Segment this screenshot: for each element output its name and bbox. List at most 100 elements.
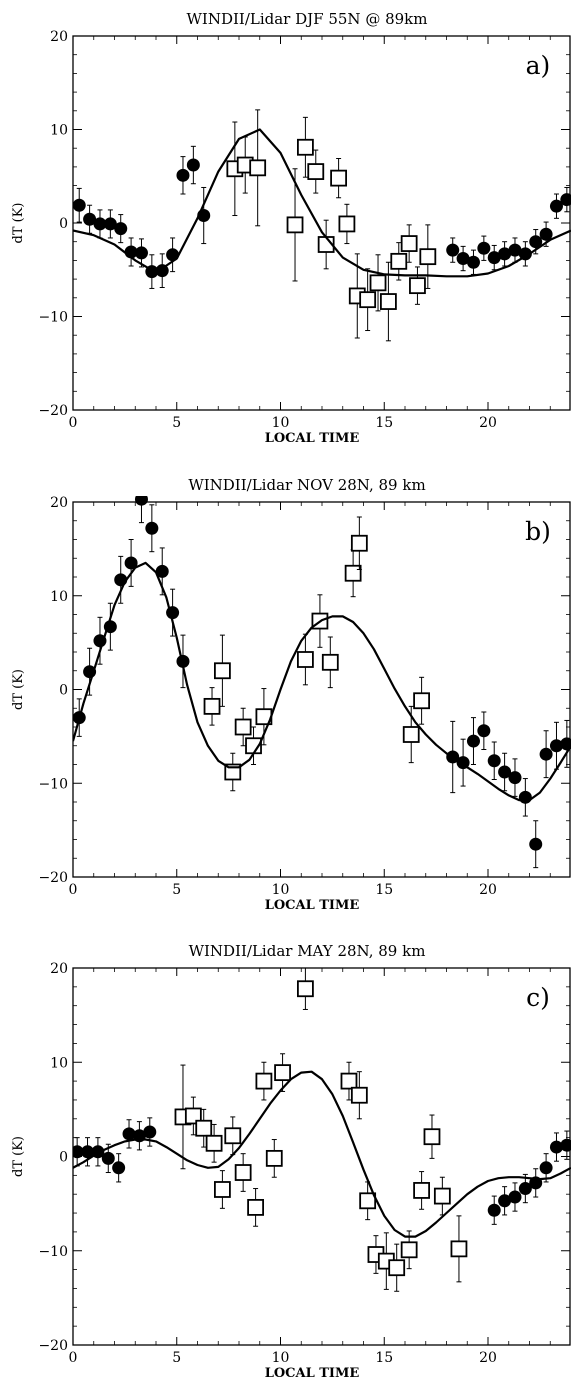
chart-panel: WINDII/Lidar DJF 55N @ 89km a) 0 5 10 15 20 −20… [11,10,571,446]
data-point-circle [508,1190,522,1204]
fit-curve [73,128,571,278]
y-tick-label: −20 [38,870,68,886]
data-point-circle [498,1194,512,1208]
data-point-circle [176,168,190,182]
y-axis-label: dT (K) [11,1136,26,1177]
data-point-circle [539,227,553,241]
data-point-square [224,1127,242,1145]
data-point-square [344,564,362,582]
data-point-square [413,692,431,710]
x-tick-label: 15 [375,882,393,898]
x-tick-label: 0 [69,415,78,431]
data-point-circle [134,246,148,260]
x-tick-label: 20 [479,1350,497,1366]
data-point-square [388,1259,406,1277]
data-point-circle [539,747,553,761]
data-point-circle [477,724,491,738]
data-point-square [359,1192,377,1210]
fit-curve [73,1070,571,1238]
data-point-square [249,159,267,177]
y-tick-label: 0 [59,683,68,699]
x-axis-label: LOCAL TIME [265,898,360,913]
data-point-square [413,1182,431,1199]
chart-title: WINDII/Lidar DJF 55N @ 89km [186,10,427,28]
y-tick-label: 20 [50,495,68,511]
y-tick-label: −20 [38,1338,68,1354]
data-point-circle [145,521,159,535]
data-point-square [296,138,314,156]
data-point-square [423,1128,441,1146]
data-point-square [433,1187,451,1205]
chart-panel: WINDII/Lidar NOV 28N, 89 km b) 0 5 10 15 20 −20… [11,476,571,913]
data-point-square [321,653,339,671]
data-point-circle [529,235,543,249]
data-point-square [338,215,356,233]
x-tick-label: 10 [272,415,290,431]
data-point-square [350,534,368,552]
x-tick-label: 15 [375,415,393,431]
data-point-circle [529,837,543,851]
chart-title: WINDII/Lidar NOV 28N, 89 km [188,476,425,494]
x-tick-label: 20 [479,415,497,431]
data-point-circle [112,1161,126,1175]
data-point-square [195,1119,213,1137]
data-point-circle [487,1203,501,1217]
data-point-circle [466,734,480,748]
data-point-square [390,252,408,270]
plot-frame [72,35,571,411]
data-point-square [205,1134,223,1152]
x-tick-label: 15 [375,1350,393,1366]
x-tick-label: 10 [272,1350,290,1366]
data-point-square [265,1149,283,1167]
data-point-square [247,1198,265,1216]
data-point-square [234,718,252,736]
y-tick-label: −20 [38,403,68,419]
data-point-circle [508,243,522,257]
data-point-square [369,274,387,292]
y-tick-label: 10 [50,123,68,139]
data-point-circle [93,217,107,231]
panel-label: a) [526,51,551,80]
x-tick-label: 20 [479,882,497,898]
data-point-circle [446,243,460,257]
data-point-circle [487,754,501,768]
y-tick-label: 10 [50,1055,68,1071]
y-tick-label: −10 [38,1244,68,1260]
data-point-square [450,1240,468,1258]
x-tick-label: 10 [272,882,290,898]
y-axis-label: dT (K) [11,203,26,244]
data-point-square [213,662,231,680]
data-point-circle [560,737,571,751]
data-point-circle [498,247,512,261]
data-point-circle [456,252,470,266]
data-point-circle [560,1138,571,1152]
data-point-circle [124,556,138,570]
data-point-circle [122,1127,136,1141]
y-tick-label: 20 [50,29,68,45]
data-point-circle [83,212,97,226]
chart-panel: WINDII/Lidar MAY 28N, 89 km c) 0 5 10 15 20 −20… [11,942,571,1381]
data-point-circle [487,251,501,265]
data-point-square [350,1086,368,1104]
data-point-square [379,293,397,310]
data-area [73,967,571,1292]
data-point-circle [155,564,169,578]
y-tick-label: 0 [59,216,68,232]
y-tick-label: 0 [59,1150,68,1166]
data-point-square [255,1072,273,1090]
data-point-circle [477,241,491,255]
data-point-circle [81,1145,95,1159]
data-point-circle [73,198,86,212]
data-point-square [234,1164,252,1181]
data-point-circle [73,1145,84,1159]
data-point-circle [498,765,512,779]
data-point-square [296,651,314,668]
x-axis-label: LOCAL TIME [265,1366,360,1381]
x-tick-label: 0 [69,882,78,898]
data-point-circle [143,1125,157,1139]
data-point-circle [560,193,571,207]
x-tick-label: 5 [172,882,181,898]
y-axis-label: dT (K) [11,669,26,710]
data-point-square [286,216,304,234]
